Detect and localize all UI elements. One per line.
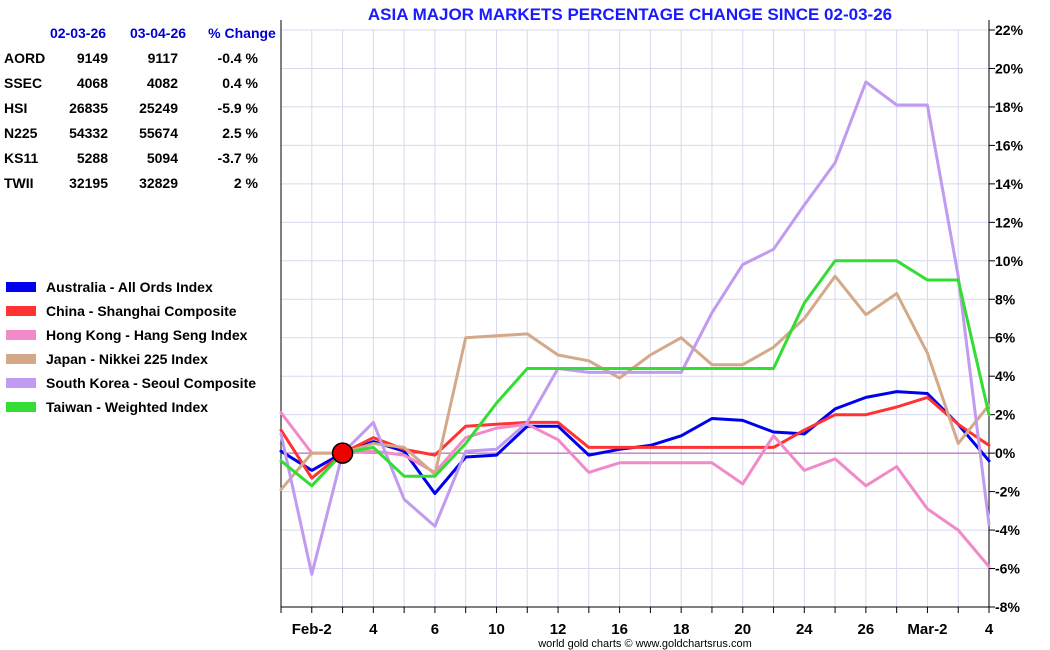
y-tick-label: 14% [995,176,1024,192]
y-tick-label: 16% [995,137,1024,153]
legend-swatch-n225 [6,354,36,364]
y-tick-label: -2% [995,484,1020,500]
table-row-value: 4082 [147,75,178,91]
table-row-value: 55674 [139,125,178,141]
table-row-change: -5.9 % [218,100,259,116]
table-row-value: 4068 [77,75,108,91]
base-date-marker [331,442,354,464]
table-row-value: 54332 [69,125,108,141]
x-tick-label: 4 [369,621,378,638]
x-tick-label: 24 [796,621,813,638]
grid [280,29,990,608]
x-tick-label: 6 [431,621,439,638]
table-row-value: 26835 [69,100,108,116]
table-row-name: N225 [4,125,38,141]
table-header: 02-03-26 [50,25,106,41]
series-line-ks11 [279,80,991,576]
summary-table: 02-03-26 03-04-26 % Change AORD 9149 9117 -0.4… [4,25,276,191]
y-tick-label: 8% [995,291,1016,307]
table-row-value: 25249 [139,100,178,116]
y-tick-label: -8% [995,599,1020,615]
x-tick-label: 26 [858,621,875,638]
axes: -8% -6% -4% -2% 0% 2% 4% 6% 8% 10% 12% 14% 16% 18% 20%… [280,20,1024,638]
y-tick-label: -6% [995,561,1020,577]
legend-swatch-twii [6,402,36,412]
x-tick-label: 4 [985,621,994,638]
table-row-name: TWII [4,175,34,191]
legend-swatch-ks11 [6,378,36,388]
series-line-hsi [279,411,991,569]
table-row-value: 9117 [148,50,179,66]
table-header: % Change [208,25,276,41]
table-row-name: KS11 [4,150,38,166]
legend-label-n225: Japan - Nikkei 225 Index [46,351,208,367]
x-tick-label: 16 [611,621,628,638]
legend-label-ssec: China - Shanghai Composite [46,303,237,319]
series-line-n225 [279,274,991,492]
legend-swatch-ssec [6,306,36,316]
legend-swatch-aord [6,282,36,292]
table-row-change: -0.4 % [218,50,259,66]
x-tick-label: 12 [550,621,567,638]
legend-label-ks11: South Korea - Seoul Composite [46,375,256,391]
series-line-twii [279,259,991,488]
table-row-value: 5094 [147,150,178,166]
legend: Australia - All Ords Index China - Shangh… [6,279,256,415]
series-lines [279,80,991,576]
y-tick-label: 12% [995,214,1024,230]
footer-credit: world gold charts © www.goldchartsrus.co… [537,638,752,650]
table-row-name: HSI [4,100,27,116]
y-tick-label: 22% [995,22,1024,38]
y-tick-label: 2% [995,407,1016,423]
y-tick-label: 0% [995,445,1016,461]
y-tick-label: 6% [995,330,1016,346]
y-tick-label: -4% [995,522,1020,538]
legend-label-hsi: Hong Kong - Hang Seng Index [46,327,248,343]
table-row-change: -3.7 % [218,150,259,166]
table-row-value: 9149 [77,50,108,66]
y-tick-label: 20% [995,60,1024,76]
x-tick-label: 18 [673,621,690,638]
table-row-value: 32195 [69,175,108,191]
table-row-change: 2 % [234,175,259,191]
table-row-name: AORD [4,50,45,66]
table-row-name: SSEC [4,75,42,91]
x-tick-label: Feb-2 [292,621,332,638]
table-row-change: 0.4 % [222,75,258,91]
table-header: 03-04-26 [130,25,186,41]
chart-title: ASIA MAJOR MARKETS PERCENTAGE CHANGE SIN… [368,5,892,24]
table-row-value: 32829 [139,175,178,191]
y-tick-label: 10% [995,253,1024,269]
table-row-change: 2.5 % [222,125,258,141]
x-tick-label: 10 [488,621,505,638]
legend-swatch-hsi [6,330,36,340]
legend-label-twii: Taiwan - Weighted Index [46,399,208,415]
y-tick-label: 18% [995,99,1024,115]
series-line-ssec [279,395,991,480]
table-row-value: 5288 [77,150,108,166]
x-tick-label: Mar-2 [907,621,947,638]
legend-label-aord: Australia - All Ords Index [46,279,213,295]
x-tick-label: 20 [734,621,751,638]
y-tick-label: 4% [995,368,1016,384]
